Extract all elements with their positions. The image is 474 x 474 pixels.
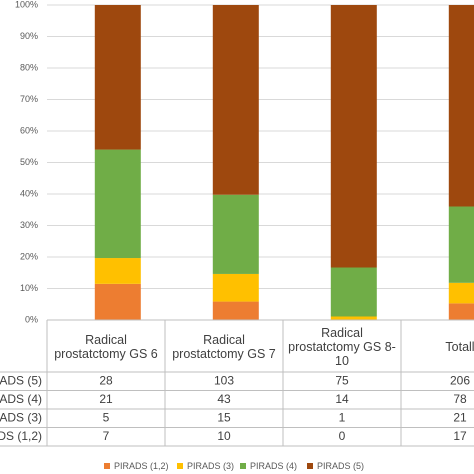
bar-segment <box>330 316 377 320</box>
bar-segment <box>94 283 141 320</box>
table-value: 1 <box>339 410 346 424</box>
table-value: 7 <box>103 429 110 443</box>
table-value: 43 <box>217 392 231 406</box>
row-label: PIRADS (4) <box>0 392 42 406</box>
bar-segment <box>212 5 259 195</box>
row-label: PIRADS (5) <box>0 373 42 387</box>
bar-segment <box>330 267 377 317</box>
table-value: 78 <box>453 392 467 406</box>
y-tick-label: 30% <box>20 220 38 230</box>
legend-label: PIRADS (4) <box>250 461 297 471</box>
table-value: 10 <box>217 429 231 443</box>
bar-segment <box>448 5 474 207</box>
bar-segment <box>448 206 474 283</box>
table-value: 17 <box>453 429 467 443</box>
y-tick-label: 70% <box>20 94 38 104</box>
bar-segment <box>212 194 259 274</box>
y-tick-label: 50% <box>20 157 38 167</box>
legend-label: PIRADS (3) <box>187 461 234 471</box>
table-value: 75 <box>335 373 349 387</box>
bar-segment <box>212 301 259 320</box>
category-label: Radical prostatctomy GS 7 <box>172 333 276 361</box>
table-value: 21 <box>99 392 113 406</box>
y-tick-label: 60% <box>20 125 38 135</box>
table-value: 14 <box>335 392 349 406</box>
legend-label: PIRADS (5) <box>317 461 364 471</box>
bar-segment <box>448 282 474 304</box>
y-tick-label: 100% <box>15 0 38 9</box>
y-tick-label: 20% <box>20 251 38 261</box>
legend-label: PIRADS (1,2) <box>114 461 169 471</box>
category-label: Totall <box>445 340 474 354</box>
y-tick-label: 80% <box>20 62 38 72</box>
bar-segment <box>330 5 377 268</box>
legend-swatch <box>104 463 110 469</box>
y-tick-label: 10% <box>20 283 38 293</box>
row-label: PIRADS (3) <box>0 410 42 424</box>
table-value: 5 <box>103 410 110 424</box>
table-value: 206 <box>450 373 470 387</box>
y-tick-label: 0% <box>25 314 38 324</box>
bar-segment <box>94 258 141 284</box>
bar-segment <box>448 303 474 320</box>
bar-segment <box>212 273 259 302</box>
y-tick-label: 90% <box>20 31 38 41</box>
category-label: Radical prostatctomy GS 6 <box>54 333 158 361</box>
bar-segment <box>94 5 141 150</box>
table-value: 21 <box>453 410 467 424</box>
table-value: 15 <box>217 410 231 424</box>
category-label: Radical prostatctomy GS 8-10 <box>288 326 396 368</box>
table-value: 103 <box>214 373 234 387</box>
y-tick-label: 40% <box>20 188 38 198</box>
table-value: 28 <box>99 373 113 387</box>
legend-swatch <box>177 463 183 469</box>
bar-segment <box>94 149 141 259</box>
row-label: PIRADS (1,2) <box>0 429 42 443</box>
legend-swatch <box>307 463 313 469</box>
table-value: 0 <box>339 429 346 443</box>
legend-swatch <box>240 463 246 469</box>
